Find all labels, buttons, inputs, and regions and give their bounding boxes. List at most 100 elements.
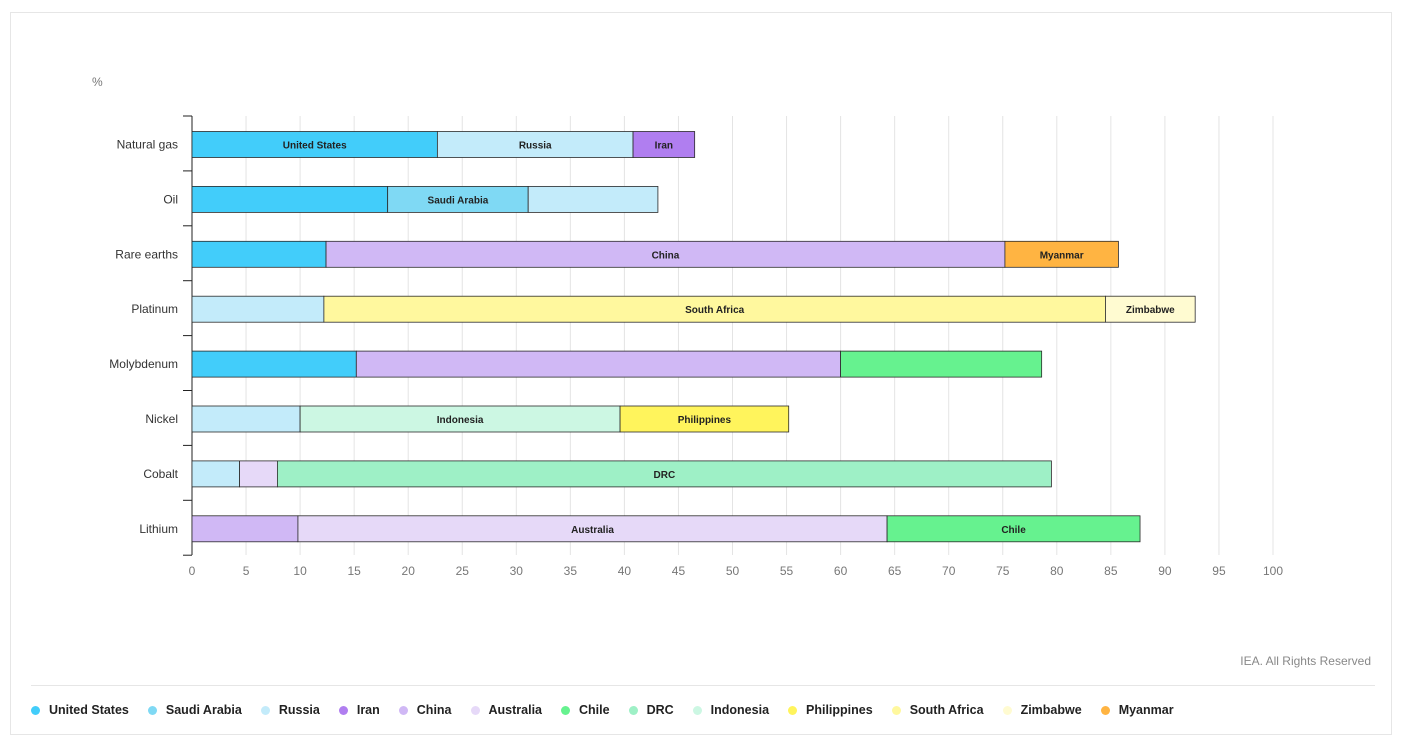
- bar-segment-oil-saudi-arabia: [387, 185, 529, 213]
- x-tick-label-20: 20: [402, 564, 416, 578]
- legend-item-drc[interactable]: DRC: [628, 703, 674, 717]
- legend-label: Indonesia: [710, 703, 770, 717]
- legend-label: Iran: [356, 703, 380, 717]
- legend-dot-icon: [891, 705, 901, 715]
- legend-label: Chile: [579, 703, 610, 717]
- bar-segment-label: Philippines: [678, 415, 732, 426]
- legend-label: DRC: [646, 703, 674, 717]
- legend-label: South Africa: [909, 703, 984, 717]
- x-tick-label-0: 0: [189, 564, 196, 578]
- legend-item-philippines[interactable]: Philippines: [788, 703, 873, 717]
- legend-item-united-states[interactable]: United States: [31, 703, 129, 717]
- bar-segment-natural-gas-iran: [632, 131, 696, 158]
- x-tick-label-40: 40: [618, 564, 632, 578]
- legend-item-chile[interactable]: Chile: [561, 703, 610, 717]
- x-tick-label-70: 70: [942, 564, 956, 578]
- category-label: Platinum: [131, 302, 178, 316]
- bar-segment-cobalt-australia: [239, 460, 278, 488]
- x-tick-label-30: 30: [510, 564, 524, 578]
- bar-segment-molybdenum-chile: [840, 350, 1043, 378]
- legend-dot-icon: [628, 705, 638, 715]
- legend-item-iran[interactable]: Iran: [338, 703, 380, 717]
- bar-segment-platinum-zimbabwe: [1105, 295, 1196, 323]
- x-tick-label-10: 10: [293, 564, 307, 578]
- x-tick-label-85: 85: [1104, 564, 1118, 578]
- unit-label: %: [92, 75, 103, 89]
- bar-segment-lithium-chile: [886, 515, 1141, 543]
- legend-item-russia[interactable]: Russia: [260, 703, 320, 717]
- legend-dot-icon: [147, 705, 157, 715]
- bar-segment-label: Australia: [571, 525, 614, 536]
- bar-segment-label: Saudi Arabia: [428, 195, 489, 206]
- bar-segment-label: Zimbabwe: [1126, 305, 1175, 316]
- bar-segment-label: South Africa: [685, 305, 745, 316]
- copyright-credit: IEA. All Rights Reserved: [1240, 654, 1371, 668]
- legend-item-australia[interactable]: Australia: [470, 703, 542, 717]
- legend-label: Saudi Arabia: [165, 703, 242, 717]
- x-tick-label-65: 65: [888, 564, 902, 578]
- x-tick-label-55: 55: [780, 564, 794, 578]
- legend-item-saudi-arabia[interactable]: Saudi Arabia: [147, 703, 242, 717]
- legend: United States Saudi Arabia Russia Iran China…: [31, 703, 1193, 717]
- bar-segment-label: Iran: [655, 141, 673, 152]
- category-label: Cobalt: [143, 467, 178, 481]
- category-label: Rare earths: [115, 247, 178, 261]
- category-label: Oil: [163, 192, 178, 206]
- legend-divider: [31, 685, 1375, 686]
- x-tick-label-60: 60: [834, 564, 848, 578]
- legend-dot-icon: [338, 705, 348, 715]
- bar-segment-rare-earths-china: [325, 240, 1006, 268]
- bar-segment-label: Russia: [519, 141, 552, 152]
- legend-label: Zimbabwe: [1020, 703, 1082, 717]
- legend-dot-icon: [788, 705, 798, 715]
- legend-dot-icon: [561, 705, 571, 715]
- bar-segment-platinum-russia: [191, 295, 325, 323]
- bar-segment-molybdenum-china: [355, 350, 842, 378]
- bar-segment-molybdenum-united-states: [191, 350, 357, 378]
- category-label: Molybdenum: [109, 357, 178, 371]
- legend-dot-icon: [692, 705, 702, 715]
- bar-segment-rare-earths-myanmar: [1004, 240, 1119, 268]
- bar-segment-platinum-south-africa: [323, 295, 1106, 323]
- bar-segment-cobalt-russia: [191, 460, 240, 488]
- x-tick-label-25: 25: [456, 564, 470, 578]
- bar-segment-label: China: [652, 250, 680, 261]
- bar-segment-cobalt-drc: [276, 460, 1052, 488]
- legend-label: Russia: [278, 703, 320, 717]
- legend-label: United States: [49, 703, 129, 717]
- bar-segment-label: Indonesia: [437, 415, 484, 426]
- legend-dot-icon: [31, 705, 40, 715]
- legend-dot-icon: [260, 705, 270, 715]
- x-tick-label-90: 90: [1158, 564, 1172, 578]
- x-tick-label-75: 75: [996, 564, 1010, 578]
- x-tick-label-50: 50: [726, 564, 740, 578]
- bar-segment-nickel-philippines: [619, 405, 790, 433]
- x-tick-label-80: 80: [1050, 564, 1064, 578]
- bar-segment-label: Chile: [1001, 525, 1026, 536]
- x-tick-label-100: 100: [1263, 564, 1283, 578]
- bar-segment-label: United States: [283, 141, 347, 152]
- legend-dot-icon: [1002, 705, 1012, 715]
- legend-item-indonesia[interactable]: Indonesia: [692, 703, 770, 717]
- legend-label: China: [416, 703, 452, 717]
- legend-dot-icon: [1100, 705, 1110, 715]
- bar-segment-nickel-russia: [191, 405, 301, 433]
- legend-item-zimbabwe[interactable]: Zimbabwe: [1002, 703, 1082, 717]
- bar-segment-lithium-china: [191, 515, 299, 543]
- legend-item-china[interactable]: China: [398, 703, 452, 717]
- category-label: Natural gas: [117, 138, 178, 152]
- bar-segment-oil-united-states: [191, 185, 389, 213]
- bar-segment-label: Myanmar: [1040, 250, 1084, 261]
- legend-item-myanmar[interactable]: Myanmar: [1100, 703, 1174, 717]
- category-label: Lithium: [139, 522, 178, 536]
- legend-item-south-africa[interactable]: South Africa: [891, 703, 984, 717]
- x-tick-label-45: 45: [672, 564, 686, 578]
- bar-segment-oil-russia: [527, 185, 659, 213]
- x-tick-label-95: 95: [1212, 564, 1226, 578]
- category-label: Nickel: [145, 412, 178, 426]
- x-tick-label-15: 15: [347, 564, 361, 578]
- chart-card: 0 5 10 15 20 25 30 35 40 45 50 55 60 65 70 75 80 85 90 95 10…: [10, 12, 1392, 735]
- bar-segment-lithium-australia: [297, 515, 888, 543]
- x-tick-label-35: 35: [564, 564, 578, 578]
- x-tick-label-5: 5: [243, 564, 250, 578]
